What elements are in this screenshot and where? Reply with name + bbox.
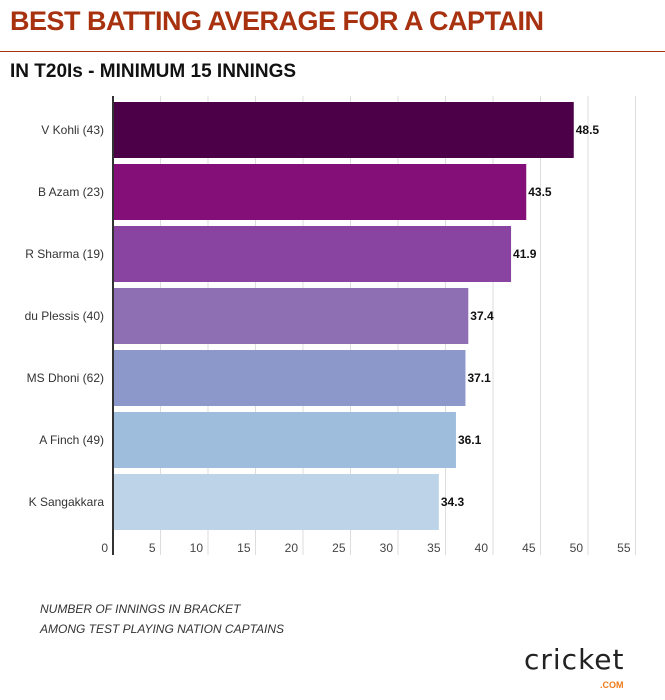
x-tick-label: 10 [190,541,204,555]
bar [113,102,574,158]
x-tick-label: 55 [617,541,631,555]
category-label: K Sangakkara [29,495,105,509]
category-label: A Finch (49) [39,433,104,447]
chart-title: BEST BATTING AVERAGE FOR A CAPTAIN [10,6,544,36]
bar [113,288,469,344]
chart-subtitle: IN T20Is - MINIMUM 15 INNINGS [10,61,297,82]
x-tick-label: 5 [149,541,156,555]
x-tick-label: 15 [237,541,251,555]
data-label: 36.1 [458,433,482,447]
bar [113,350,466,406]
data-label: 43.5 [528,185,552,199]
x-tick-label: 25 [332,541,346,555]
bar [113,474,439,530]
bar [113,164,527,220]
bar-chart: 0 5 10 15 20 25 30 35 40 45 50 55 V Kohli (43) 48.5 B … [25,96,636,555]
x-tick-label: 45 [522,541,536,555]
note-captains: AMONG TEST PLAYING NATION CAPTAINS [40,622,285,636]
title-divider [0,51,665,52]
data-label: 37.4 [470,309,494,323]
x-tick-label: 35 [427,541,441,555]
data-label: 48.5 [576,123,600,137]
cricket-com-logo: cricket .COM [524,644,654,698]
logo-suffix: .COM [600,680,624,690]
x-tick-label: 40 [475,541,489,555]
data-label: 37.1 [467,371,491,385]
note-innings: NUMBER OF INNINGS IN BRACKET [40,602,241,616]
bar [113,226,512,282]
category-label: B Azam (23) [38,185,104,199]
category-label: MS Dhoni (62) [27,371,104,385]
bar [113,412,456,468]
x-tick-label: 30 [380,541,394,555]
x-tick-label: 20 [285,541,299,555]
data-label: 41.9 [513,247,537,261]
logo-text: cricket [524,643,625,676]
category-label: R Sharma (19) [25,247,104,261]
x-tick-label: 0 [101,541,108,555]
category-label: V Kohli (43) [41,123,104,137]
category-label: du Plessis (40) [25,309,104,323]
x-tick-label: 50 [570,541,584,555]
data-label: 34.3 [441,495,465,509]
